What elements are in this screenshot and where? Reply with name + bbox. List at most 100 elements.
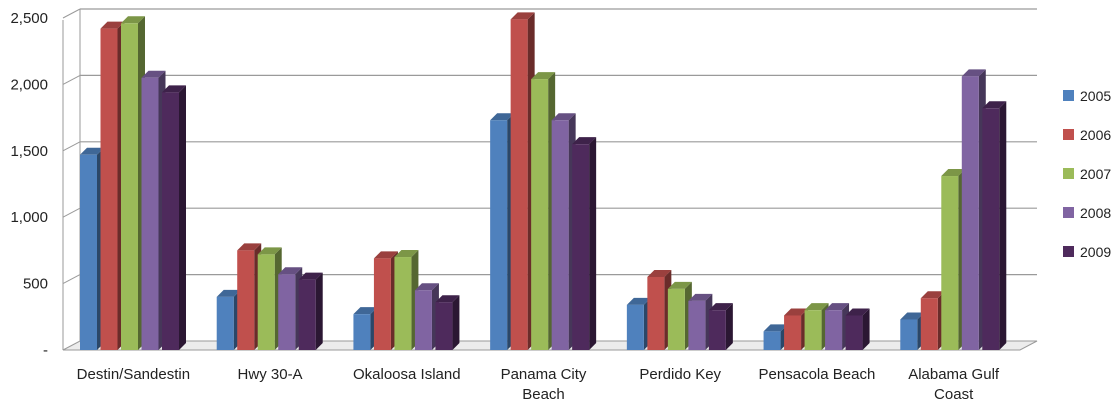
legend-label: 2005 (1080, 88, 1111, 104)
bar-front (920, 298, 938, 350)
bar (162, 85, 186, 351)
bar (510, 12, 535, 350)
bar-top (80, 147, 104, 155)
bar-top (490, 113, 515, 121)
legend-swatch (1063, 207, 1074, 218)
bar (80, 147, 104, 350)
bar-front (804, 310, 822, 350)
bar-top (510, 12, 535, 20)
bar (572, 137, 597, 350)
bar (982, 101, 1007, 350)
bar (216, 289, 241, 350)
bar-top (763, 324, 788, 332)
gridline-diag (62, 8, 81, 19)
bar-top (278, 267, 303, 275)
bar-top (961, 69, 986, 77)
bar-front (298, 279, 316, 350)
y-axis-ticks: - 500 1,000 1,500 2,000 2,500 (10, 10, 48, 359)
y-tick-label: 2,000 (10, 76, 48, 93)
y-tick-label: 1,500 (10, 143, 48, 160)
bar-front (647, 276, 665, 350)
bar-front (435, 302, 453, 350)
bar (647, 269, 672, 350)
bar-front (278, 274, 296, 350)
bar-top (551, 113, 576, 121)
legend-swatch (1063, 246, 1074, 257)
bar-front (845, 315, 863, 350)
x-category-label: Okaloosa Island (353, 366, 461, 383)
bar (394, 250, 419, 350)
bar (551, 113, 576, 350)
bar-top (708, 303, 733, 311)
bar-front (900, 319, 918, 350)
bar-side (452, 295, 460, 350)
bar-front (763, 331, 781, 350)
bar (626, 297, 651, 350)
bar-front (961, 76, 979, 350)
bar (688, 293, 713, 350)
bar-top (667, 281, 692, 289)
bar-side (179, 85, 186, 351)
bar-front (551, 120, 569, 350)
bar-front (667, 288, 685, 350)
bar (435, 295, 460, 350)
bar (414, 283, 439, 350)
bar-front (688, 300, 706, 350)
bar-front (237, 250, 255, 350)
bar (708, 303, 733, 350)
bar-front (394, 257, 412, 350)
legend-item: 2008 (1063, 205, 1111, 221)
bar (763, 324, 788, 350)
legend: 2005 2006 2007 2008 2009 (1063, 88, 1111, 260)
gridline-diag (62, 74, 81, 85)
y-tick-label: 1,000 (10, 209, 48, 226)
legend-label: 2009 (1080, 244, 1111, 260)
bar-top (353, 307, 378, 315)
bar-front (353, 314, 371, 350)
bar-front (490, 120, 508, 350)
x-category-label: Panama City Beach (501, 366, 587, 403)
bar-front (784, 315, 802, 350)
bar-side (725, 303, 733, 350)
bar-top (121, 16, 145, 24)
x-category-label: Pensacola Beach (759, 366, 876, 383)
bar-front (373, 258, 391, 350)
bar-top (162, 85, 186, 93)
bar (141, 70, 166, 350)
bar-front (982, 108, 1000, 350)
bar (825, 303, 850, 350)
bar (257, 247, 282, 350)
bar-front (257, 254, 275, 350)
bar-top (825, 303, 850, 311)
bar-front (572, 144, 590, 350)
bar-front (141, 77, 159, 350)
bar-top (920, 291, 945, 299)
bar-front (162, 92, 179, 351)
bar-top (804, 303, 829, 311)
x-category-label: Destin/Sandestin (77, 366, 190, 383)
bar-top (647, 269, 672, 277)
bar-front (100, 28, 118, 351)
bar-top (900, 312, 925, 320)
bar-front (626, 304, 644, 350)
bar-side (589, 137, 597, 350)
bar-top (414, 283, 439, 291)
x-category-label: Alabama Gulf Coast (908, 366, 1000, 403)
bar (490, 113, 515, 350)
gridline-diag (62, 141, 81, 152)
bar-top (298, 272, 323, 280)
bar-top (982, 101, 1007, 109)
bar (804, 303, 829, 350)
bar-side (999, 101, 1007, 350)
gridline-diag (62, 274, 81, 285)
bar-top (237, 243, 262, 251)
bar-top (784, 308, 809, 316)
bar-top (257, 247, 282, 255)
bar (920, 291, 945, 350)
bar-front (216, 296, 234, 350)
gridline-diag (62, 207, 81, 218)
bar-front (941, 176, 959, 350)
y-tick-label: 2,500 (10, 10, 48, 27)
legend-item: 2005 (1063, 88, 1111, 104)
